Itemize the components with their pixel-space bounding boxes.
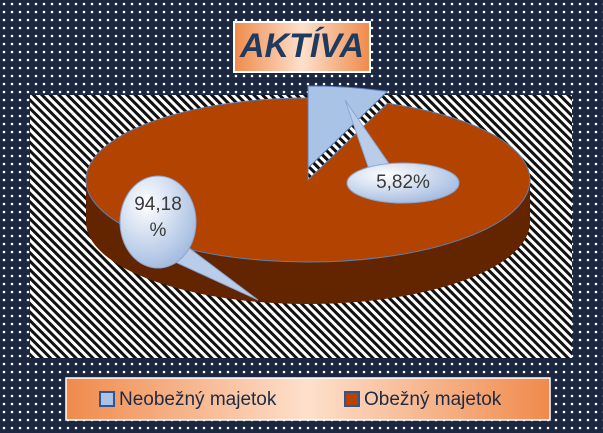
pie-slice <box>85 97 531 263</box>
title-box <box>233 21 371 73</box>
legend-swatch <box>99 391 115 407</box>
callout-bubble <box>346 162 460 204</box>
chart-title: AKTÍVA <box>239 27 364 65</box>
pie <box>85 85 531 304</box>
legend-swatch <box>344 391 360 407</box>
legend-label: Neobežný majetok <box>119 389 277 410</box>
data-label: 5,82% <box>376 172 430 193</box>
pie-slice <box>307 85 389 170</box>
callout-bubble <box>119 175 197 269</box>
legend: Neobežný majetok Obežný majetok <box>99 389 502 410</box>
pie-side <box>86 180 530 304</box>
legend-label: Obežný majetok <box>364 389 502 410</box>
legend-box <box>65 377 551 421</box>
data-label: 94,18 % <box>134 194 182 241</box>
